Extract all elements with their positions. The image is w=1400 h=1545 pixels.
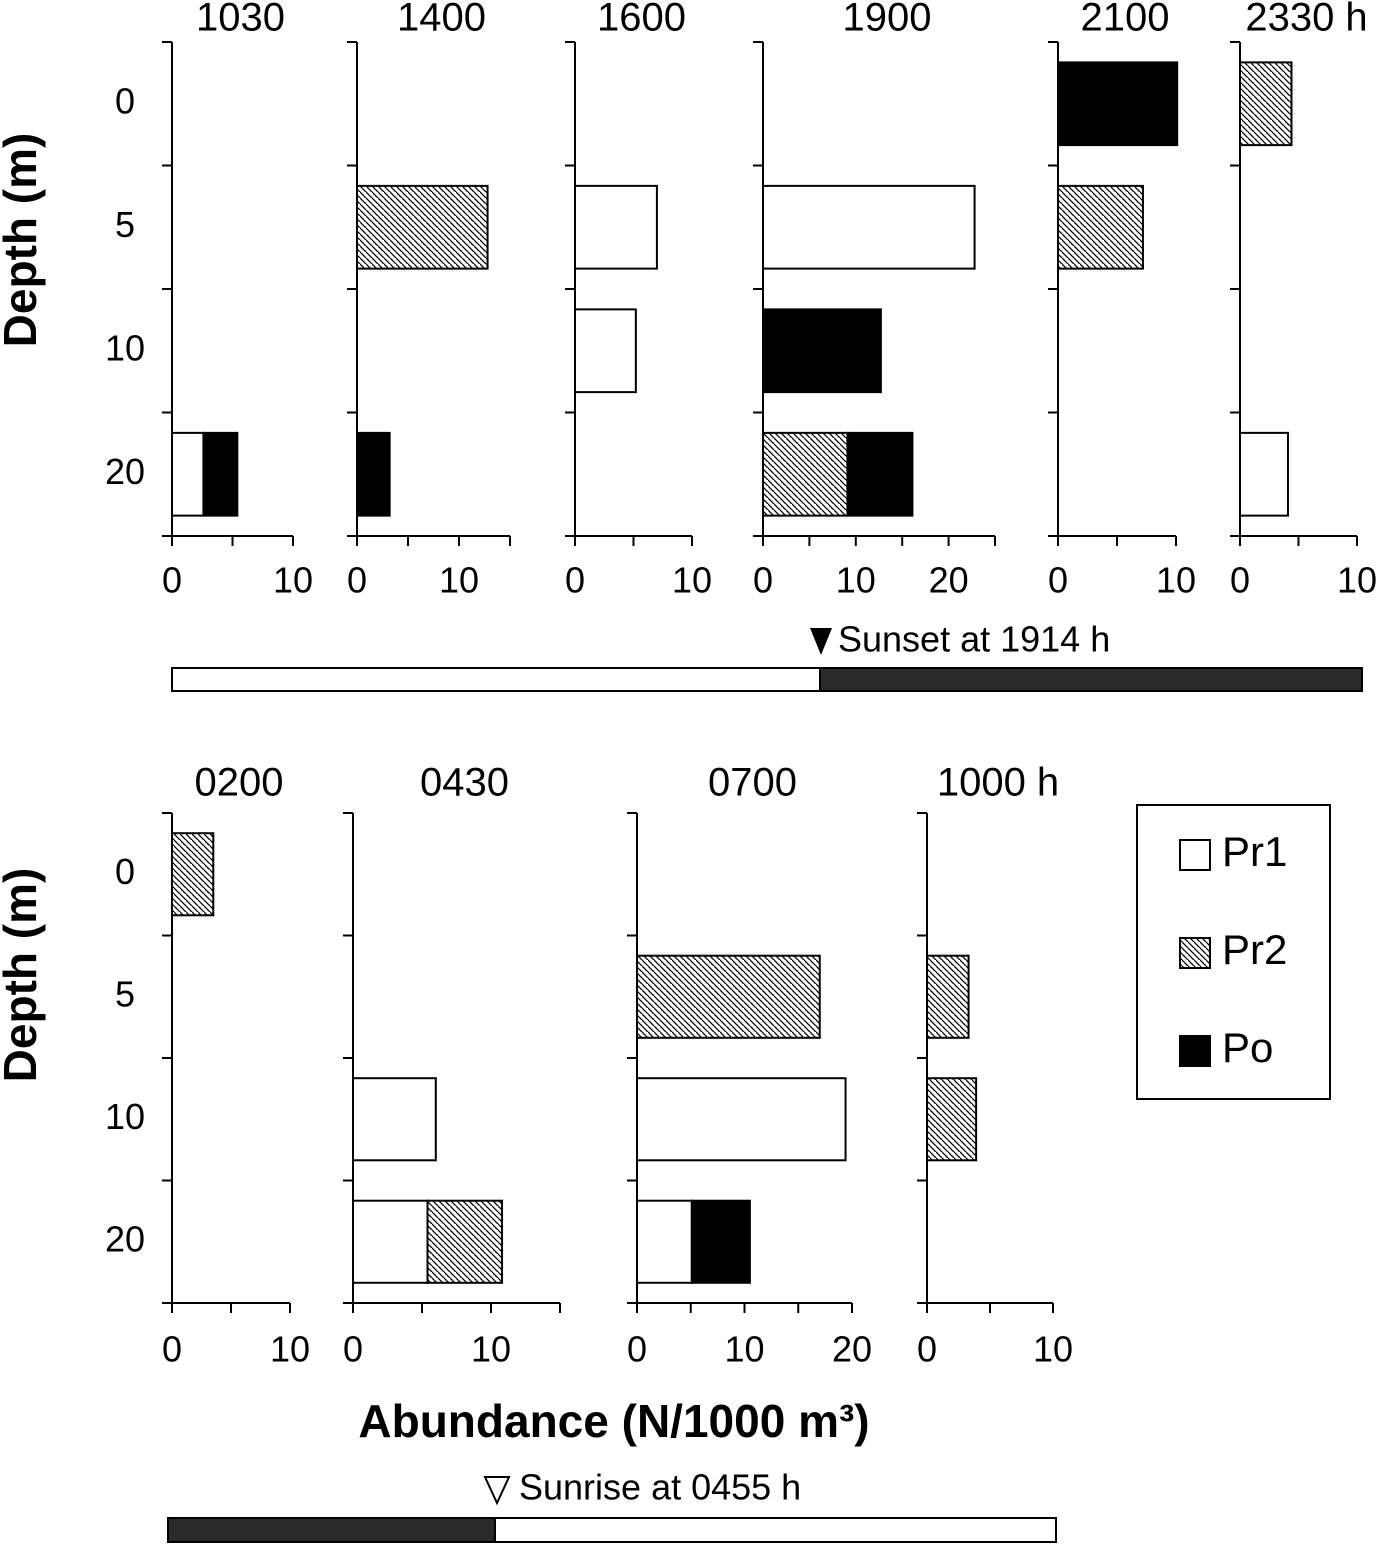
panel-title: 1900 xyxy=(843,0,932,40)
bar xyxy=(762,184,976,270)
legend-items: Pr1 Pr2 Po xyxy=(1179,828,1287,1071)
bar xyxy=(1057,61,1179,147)
bar xyxy=(1239,431,1289,517)
legend-swatch xyxy=(1179,937,1211,969)
x-tick-label: 0 xyxy=(627,1329,647,1370)
bar xyxy=(636,1077,847,1162)
x-tick-label: 10 xyxy=(273,560,313,601)
bar xyxy=(762,308,882,394)
y-tick-label: 10 xyxy=(105,1096,145,1137)
x-tick-label: 10 xyxy=(270,1329,310,1370)
x-tick-label: 10 xyxy=(1337,560,1377,601)
legend-swatch xyxy=(1179,1035,1211,1067)
bar xyxy=(926,1077,978,1162)
day-bar xyxy=(171,667,821,692)
legend-label: Pr1 xyxy=(1222,828,1287,875)
bar xyxy=(1057,184,1144,270)
night-bar xyxy=(819,667,1363,692)
sunrise-marker xyxy=(483,1476,511,1506)
y-axis-label: Depth (m) xyxy=(0,133,46,348)
bar xyxy=(1239,61,1293,147)
panel-title: 1400 xyxy=(397,0,486,40)
x-tick-label: 0 xyxy=(162,560,182,601)
sunset-annotation: Sunset at 1914 h xyxy=(838,619,1110,660)
x-tick-label: 0 xyxy=(1048,560,1068,601)
x-tick-label: 10 xyxy=(724,1329,764,1370)
bar xyxy=(574,184,658,270)
panel-title: 0700 xyxy=(708,761,797,805)
bar xyxy=(636,954,821,1039)
x-tick-label: 10 xyxy=(1033,1329,1073,1370)
y-tick-label: 0 xyxy=(115,851,135,892)
panel-title: 2330 h xyxy=(1245,0,1367,40)
sunset-marker xyxy=(810,628,832,655)
bar xyxy=(574,308,637,394)
bar xyxy=(356,184,489,270)
x-tick-label: 10 xyxy=(471,1329,511,1370)
x-tick-label: 0 xyxy=(162,1329,182,1370)
bar xyxy=(171,431,205,517)
x-tick-label: 0 xyxy=(1230,560,1250,601)
y-tick-label: 5 xyxy=(115,204,135,245)
bar xyxy=(202,431,239,517)
y-tick-label: 20 xyxy=(105,1218,145,1259)
legend-label: Po xyxy=(1222,1024,1273,1071)
panel-title: 1000 h xyxy=(937,761,1059,805)
bar xyxy=(690,1199,751,1284)
bar xyxy=(356,431,391,517)
panel-title: 0200 xyxy=(195,761,284,805)
x-tick-label: 20 xyxy=(832,1329,872,1370)
y-axis-label: Depth (m) xyxy=(0,868,46,1083)
bar xyxy=(352,1077,437,1162)
x-tick-label: 0 xyxy=(565,560,585,601)
panel-title: 1600 xyxy=(597,0,686,40)
x-tick-label: 0 xyxy=(753,560,773,601)
sunrise-annotation: Sunrise at 0455 h xyxy=(519,1467,801,1508)
bar xyxy=(426,1199,504,1284)
panel-title: 0430 xyxy=(420,761,509,805)
bar xyxy=(171,832,215,917)
x-tick-label: 10 xyxy=(836,560,876,601)
y-tick-label: 10 xyxy=(105,327,145,368)
legend xyxy=(1136,804,1331,1100)
x-tick-label: 10 xyxy=(439,560,479,601)
panel-title: 2100 xyxy=(1081,0,1170,40)
bar xyxy=(636,1199,693,1284)
x-tick-label: 10 xyxy=(1156,560,1196,601)
legend-label: Pr2 xyxy=(1222,926,1287,973)
y-tick-label: 20 xyxy=(105,451,145,492)
x-tick-label: 20 xyxy=(929,560,969,601)
x-axis-label: Abundance (N/1000 m³) xyxy=(358,1395,869,1447)
x-tick-label: 0 xyxy=(343,1329,363,1370)
legend-swatch xyxy=(1179,839,1211,871)
y-tick-label: 5 xyxy=(115,973,135,1014)
bar xyxy=(846,431,914,517)
bar xyxy=(762,431,849,517)
x-tick-label: 0 xyxy=(917,1329,937,1370)
x-tick-label: 10 xyxy=(672,560,712,601)
panel-title: 1030 xyxy=(196,0,285,40)
day-bar xyxy=(494,1517,1057,1543)
bar xyxy=(352,1199,429,1284)
y-tick-label: 0 xyxy=(115,80,135,121)
night-bar xyxy=(167,1517,496,1543)
x-tick-label: 0 xyxy=(347,560,367,601)
bar xyxy=(926,954,970,1039)
